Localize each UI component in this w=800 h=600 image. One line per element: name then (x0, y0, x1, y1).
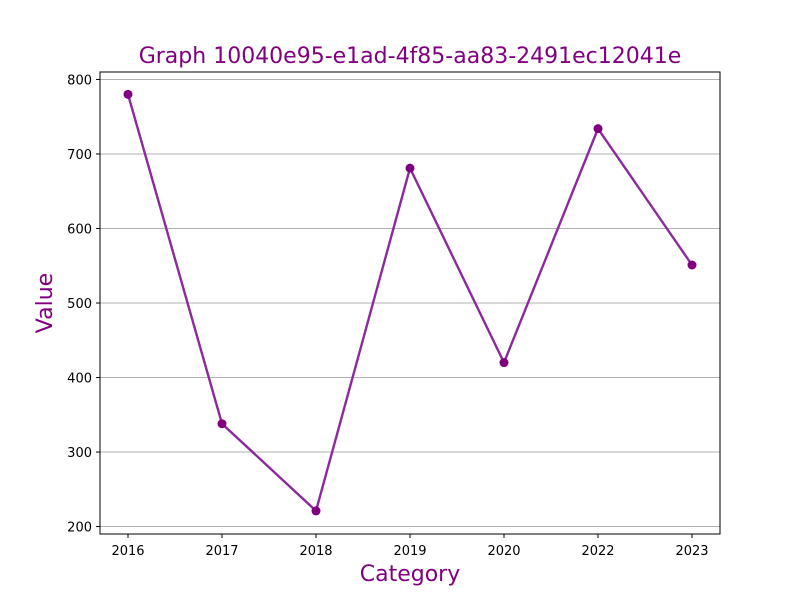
data-points (123, 89, 697, 516)
grid-lines (100, 78, 720, 528)
data-point-2023 (687, 260, 697, 270)
data-point-2017 (217, 419, 227, 429)
x-tick-label-2019: 2019 (393, 544, 426, 559)
x-tick-label-2020: 2020 (487, 544, 520, 559)
y-tick-label-700: 700 (67, 148, 92, 163)
x-tick-label-2023: 2023 (675, 544, 708, 559)
x-tick-label-2018: 2018 (299, 544, 332, 559)
y-tick-label-300: 300 (67, 446, 92, 461)
data-point-2019 (405, 163, 415, 173)
x-tick-label-2022: 2022 (581, 544, 614, 559)
data-point-2022 (593, 124, 603, 134)
y-tick-label-200: 200 (67, 521, 92, 536)
y-tick-label-800: 800 (67, 73, 92, 88)
x-tick-label-2016: 2016 (111, 544, 144, 559)
x-axis-ticks: 2016 2017 2018 2019 2020 2022 2023 (111, 534, 709, 559)
x-tick-label-2017: 2017 (205, 544, 238, 559)
y-tick-label-600: 600 (67, 222, 92, 237)
data-point-2016 (123, 89, 133, 99)
y-axis-label: Value (33, 273, 58, 333)
chart-title: Graph 10040e95-e1ad-4f85-aa83-2491ec1204… (139, 44, 682, 69)
data-point-2018 (311, 506, 321, 516)
data-point-2020 (499, 358, 509, 368)
y-axis-ticks: 200 300 400 500 600 700 800 (67, 73, 100, 536)
y-tick-label-500: 500 (67, 297, 92, 312)
x-axis-label: Category (360, 562, 461, 587)
y-tick-label-400: 400 (67, 372, 92, 387)
